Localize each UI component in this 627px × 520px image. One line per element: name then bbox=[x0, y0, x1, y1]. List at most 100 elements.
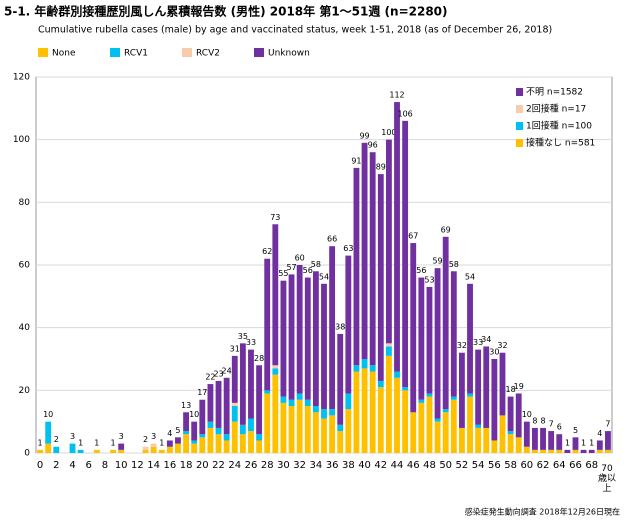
x-tick-label: 24 bbox=[228, 460, 241, 471]
bar-segment bbox=[191, 443, 198, 453]
bar-segment bbox=[312, 412, 319, 453]
bar-segment bbox=[402, 390, 409, 453]
data-label: 3 bbox=[119, 432, 124, 441]
bar-segment bbox=[434, 268, 441, 419]
data-label: 58 bbox=[449, 260, 459, 269]
data-label: 5 bbox=[573, 426, 578, 435]
bar-segment bbox=[280, 402, 287, 453]
bar-segment bbox=[369, 371, 376, 453]
bar-segment bbox=[499, 352, 506, 416]
x-tick-label: 56 bbox=[488, 460, 501, 471]
bar-segment bbox=[272, 374, 279, 453]
bar-segment bbox=[239, 424, 246, 435]
bar-segment bbox=[264, 390, 271, 394]
bar-segment bbox=[548, 431, 555, 450]
data-label: 1 bbox=[94, 438, 99, 447]
bar-segment bbox=[394, 102, 400, 372]
bar-segment bbox=[231, 402, 238, 406]
bar-segment bbox=[207, 384, 214, 422]
data-label: 112 bbox=[389, 91, 404, 100]
data-label: 89 bbox=[376, 163, 386, 172]
bar-segment bbox=[491, 440, 498, 453]
x-tick-label: 64 bbox=[553, 460, 566, 471]
bar-segment bbox=[231, 355, 238, 403]
bar-segment bbox=[312, 406, 319, 413]
bar-segment bbox=[385, 139, 392, 344]
data-label: 1 bbox=[111, 438, 116, 447]
legend-swatch bbox=[516, 122, 523, 130]
bar-segment bbox=[515, 437, 522, 453]
bar-segment bbox=[288, 406, 295, 453]
bar-segment bbox=[256, 434, 263, 441]
bar-segment bbox=[231, 421, 238, 453]
bar-segment bbox=[377, 174, 384, 381]
x-tick-label: 70歳以上 bbox=[597, 464, 616, 494]
bar-segment bbox=[199, 437, 206, 453]
data-label: 7 bbox=[605, 420, 610, 429]
bar-segment bbox=[142, 449, 149, 453]
bar-segment bbox=[377, 387, 384, 453]
data-label: 31 bbox=[230, 344, 240, 353]
bar-segment bbox=[207, 427, 214, 453]
chart-title: 5-1. 年齢群別接種歴別風しん累積報告数 (男性) 2018年 第1～51週 … bbox=[4, 4, 448, 19]
data-label: 57 bbox=[286, 263, 296, 272]
bar-segment bbox=[272, 365, 279, 369]
x-tick-label: 66 bbox=[569, 460, 582, 471]
y-tick-label: 0 bbox=[24, 449, 30, 459]
bar-segment bbox=[426, 286, 433, 394]
y-tick-label: 60 bbox=[19, 261, 31, 271]
bar-segment bbox=[77, 449, 84, 453]
bar-segment bbox=[264, 258, 271, 391]
bar-segment bbox=[410, 412, 417, 453]
x-tick-label: 18 bbox=[180, 460, 193, 471]
bar-segment bbox=[215, 434, 222, 453]
bar-segment bbox=[385, 343, 392, 347]
x-tick-label: 12 bbox=[131, 460, 144, 471]
bar-segment bbox=[353, 371, 360, 453]
data-label: 69 bbox=[441, 225, 451, 234]
bar-segment bbox=[118, 443, 125, 450]
bar-segment bbox=[150, 446, 157, 453]
bar-segment bbox=[442, 412, 449, 453]
data-label: 55 bbox=[278, 269, 288, 278]
data-label: 7 bbox=[549, 420, 554, 429]
bar-segment bbox=[248, 431, 254, 453]
bar-segment bbox=[304, 399, 311, 406]
bar-segment bbox=[442, 409, 449, 413]
bar-segment bbox=[53, 446, 60, 453]
bar-segment bbox=[150, 443, 157, 447]
bar-segment bbox=[288, 399, 295, 406]
data-label: 10 bbox=[522, 410, 532, 419]
x-tick-label: 14 bbox=[147, 460, 160, 471]
bar-segment bbox=[507, 431, 514, 435]
bar-segment bbox=[256, 365, 263, 435]
bar-segment bbox=[239, 434, 246, 453]
bar-segment bbox=[280, 396, 287, 403]
bar-segment bbox=[426, 393, 433, 397]
x-tick-label: 4 bbox=[69, 460, 75, 471]
bar-segment bbox=[296, 399, 303, 453]
bar-segment bbox=[491, 359, 498, 441]
data-label: 106 bbox=[397, 109, 412, 118]
x-tick-label: 42 bbox=[374, 460, 387, 471]
bar-segment bbox=[410, 243, 417, 413]
x-tick-label: 32 bbox=[293, 460, 306, 471]
bar-segment bbox=[556, 434, 563, 450]
bar-segment bbox=[483, 427, 490, 453]
bar-segment bbox=[467, 393, 473, 397]
data-label: 24 bbox=[222, 366, 232, 375]
data-label: 66 bbox=[327, 235, 337, 244]
bar-segment bbox=[199, 399, 206, 435]
x-tick-label: 16 bbox=[163, 460, 176, 471]
x-tick-label: 44 bbox=[391, 460, 404, 471]
bar-segment bbox=[458, 352, 465, 428]
x-tick-label: 34 bbox=[310, 460, 323, 471]
data-label: 4 bbox=[597, 429, 602, 438]
bar-segment bbox=[345, 393, 352, 410]
data-label: 62 bbox=[262, 247, 272, 256]
bar-segment bbox=[183, 431, 190, 435]
bar-segment bbox=[256, 440, 263, 453]
y-tick-label: 40 bbox=[19, 323, 31, 333]
data-label: 100 bbox=[381, 128, 396, 137]
